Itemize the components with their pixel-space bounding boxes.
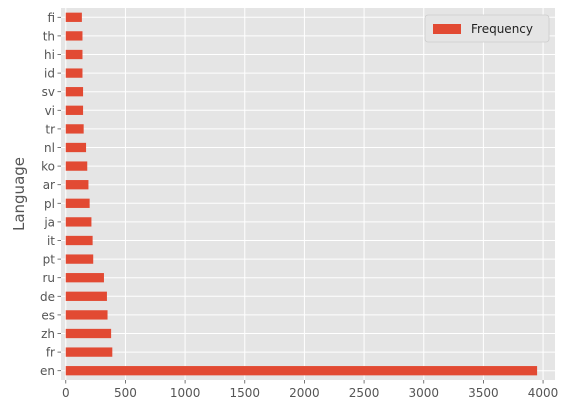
legend-label: Frequency	[471, 22, 533, 36]
bar-th	[65, 31, 83, 41]
bar-pt	[65, 254, 94, 264]
y-tick-label-de: de	[40, 290, 55, 304]
y-tick-label-sv: sv	[42, 85, 55, 99]
legend: Frequency	[424, 14, 550, 43]
y-tick-label-en: en	[40, 364, 55, 378]
bar-it	[65, 235, 93, 246]
y-tick-label-th: th	[43, 29, 55, 43]
y-tick-label-fi: fi	[47, 11, 55, 25]
legend-swatch	[433, 24, 461, 34]
y-tick-label-ja: ja	[43, 215, 55, 229]
x-tick-label: 3000	[408, 386, 439, 400]
bar-nl	[65, 142, 87, 153]
bar-ru	[65, 273, 104, 283]
bar-de	[65, 291, 107, 301]
bar-en	[65, 366, 538, 376]
y-tick-label-pl: pl	[44, 197, 55, 211]
plot-area	[61, 8, 555, 380]
x-tick-label: 1000	[170, 386, 201, 400]
y-tick-label-hi: hi	[44, 48, 55, 62]
bar-id	[65, 68, 83, 78]
x-tick-label: 0	[62, 386, 70, 400]
y-tick-label-nl: nl	[44, 141, 55, 155]
y-tick-label-it: it	[47, 234, 55, 248]
x-tick-label: 1500	[229, 386, 260, 400]
bar-pl	[65, 198, 90, 208]
bar-es	[65, 310, 108, 320]
bar-tr	[65, 124, 84, 134]
legend-box	[424, 14, 550, 43]
bar-zh	[65, 328, 112, 339]
y-tick-label-id: id	[44, 67, 55, 81]
x-axis-ticks: 0 500 1000 1500 2000 2500 3000 3500 4000	[62, 380, 558, 400]
y-tick-label-pt: pt	[43, 253, 56, 267]
x-tick-label: 500	[114, 386, 137, 400]
x-tick-label: 2500	[349, 386, 380, 400]
bar-fr	[65, 347, 113, 357]
y-tick-label-ar: ar	[43, 178, 55, 192]
y-axis-title: Language	[10, 157, 28, 231]
y-tick-label-ru: ru	[42, 271, 55, 285]
y-tick-label-ko: ko	[41, 160, 55, 174]
bars	[65, 12, 538, 376]
bar-hi	[65, 49, 83, 60]
bar-ko	[65, 161, 88, 171]
y-tick-label-es: es	[41, 308, 55, 322]
x-tick-label: 3500	[468, 386, 499, 400]
y-tick-label-zh: zh	[41, 327, 55, 341]
bar-ja	[65, 217, 92, 227]
bar-fi	[65, 12, 82, 22]
y-tick-label-tr: tr	[45, 122, 55, 136]
y-axis-ticks: en fr zh es de ru pt it ja pl ar ko nl tr vi sv id hi th fi	[40, 11, 61, 378]
y-tick-label-fr: fr	[46, 346, 55, 360]
bar-sv	[65, 87, 84, 97]
bar-ar	[65, 180, 89, 190]
x-tick-label: 2000	[289, 386, 320, 400]
x-tick-label: 4000	[528, 386, 559, 400]
bar-vi	[65, 105, 84, 115]
y-tick-label-vi: vi	[45, 104, 55, 118]
